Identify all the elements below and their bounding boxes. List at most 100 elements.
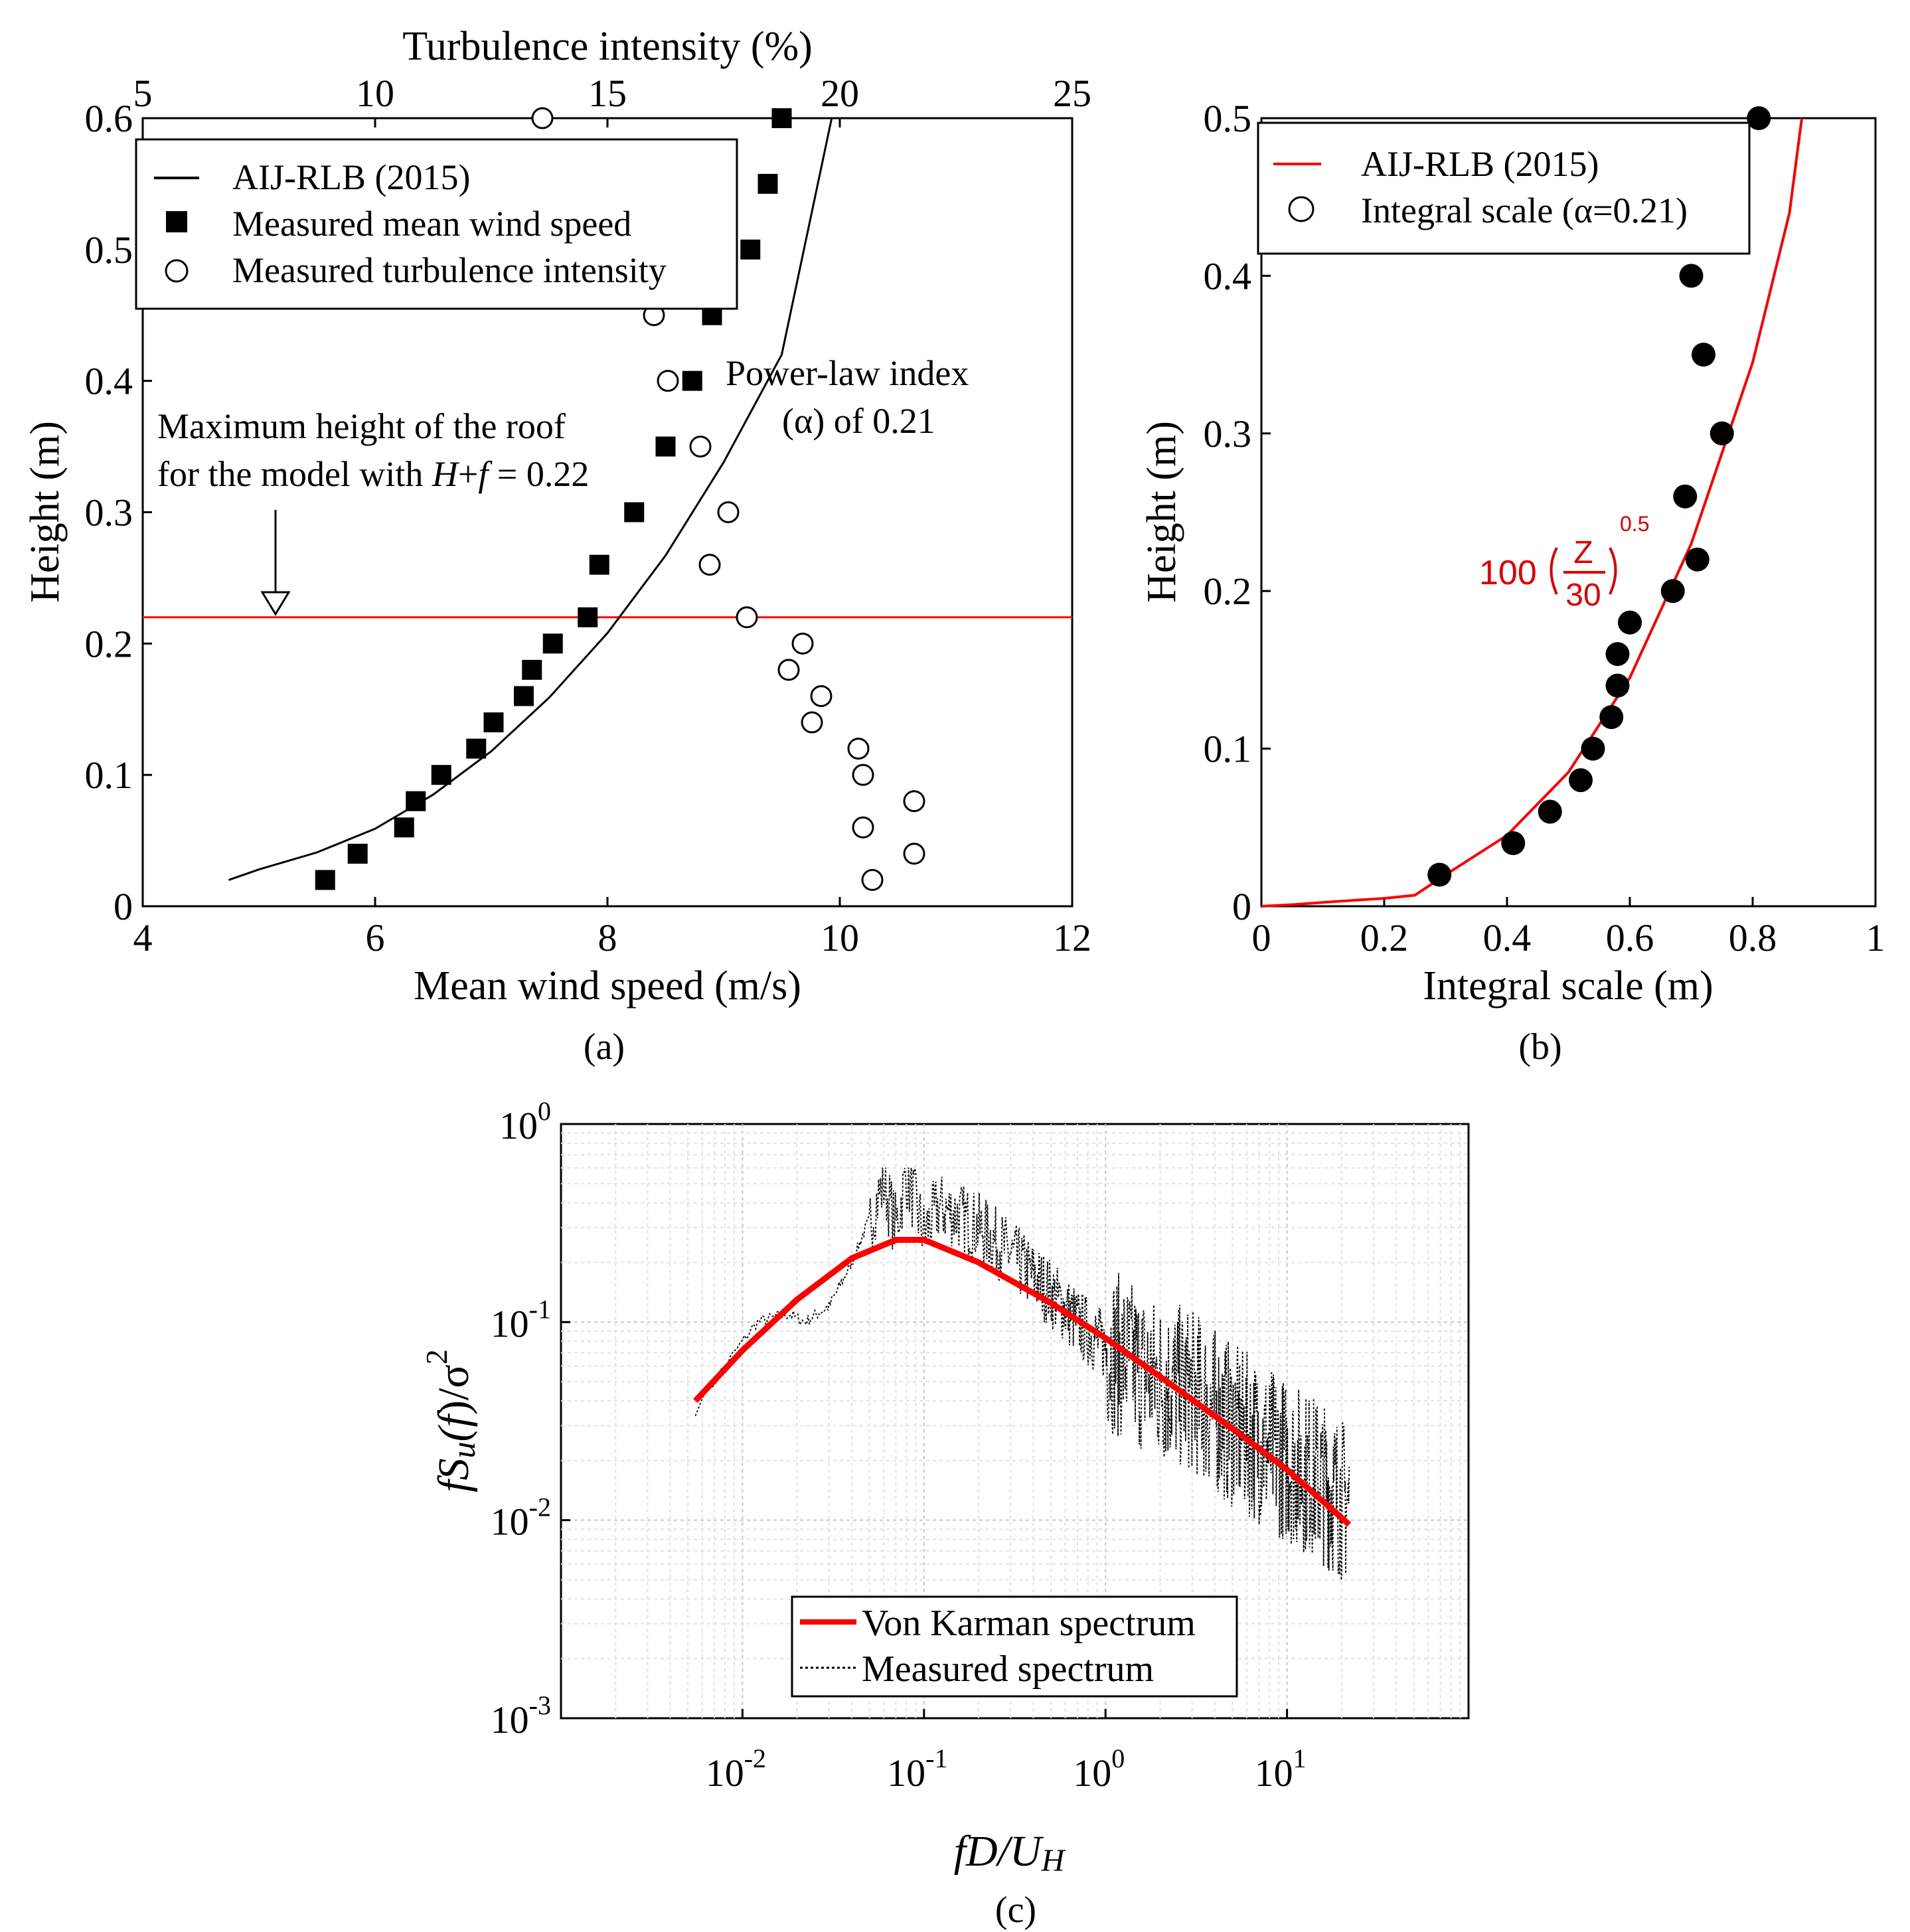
x-tick-base-c: 10 — [706, 1751, 744, 1795]
y-tick-label-c: 100 — [499, 1096, 551, 1147]
y-tick-exp-c: -3 — [529, 1690, 551, 1720]
legend-item-measured: Measured spectrum — [862, 1649, 1154, 1690]
turbulence-point — [903, 843, 925, 865]
turbulence-point — [852, 816, 874, 839]
mean-speed-point — [394, 817, 414, 838]
mean-speed-point — [347, 843, 368, 864]
von-karman-line — [693, 1237, 1352, 1527]
x-tick-label-b: 1 — [1866, 916, 1885, 959]
powerlaw-annotation-line1: Power-law index — [726, 353, 969, 393]
integral-scale-point — [1605, 642, 1630, 667]
y-tick-base-c: 10 — [491, 1500, 529, 1544]
turbulence-point — [717, 501, 740, 523]
formula-annotation: 100 Z 30 0.5 — [1479, 512, 1649, 613]
y-tick-label-c: 10-3 — [491, 1690, 551, 1741]
x2-tick-label-a: 20 — [821, 72, 859, 115]
mean-speed-point — [431, 765, 451, 785]
plot-frame-b — [1260, 117, 1877, 908]
y-tick-label-b: 0.4 — [1204, 254, 1252, 297]
x-axis-title-c: fD/UH — [954, 1827, 1066, 1878]
legend-box-b — [1257, 121, 1751, 255]
x-tick-label-a: 4 — [133, 916, 153, 959]
legend-b: AIJ-RLB (2015) Integral scale (α=0.21) — [1257, 121, 1751, 255]
mean-speed-point — [466, 738, 487, 759]
y-tick-label-a: 0.6 — [85, 97, 133, 140]
panel-label-c: (c) — [995, 1890, 1036, 1931]
mean-speed-point — [589, 554, 609, 575]
y-tick-exp-c: -2 — [529, 1492, 551, 1522]
x-tick-label-c: 101 — [1255, 1743, 1307, 1795]
roof-annotation-line1: Maximum height of the roof — [157, 406, 566, 446]
turbulence-point — [736, 606, 758, 629]
y-tick-label-b: 0.1 — [1204, 728, 1252, 771]
aij-profile-line — [228, 118, 833, 881]
mean-speed-point — [406, 791, 426, 811]
legend-item-mean-speed: Measured mean wind speed — [232, 204, 631, 244]
x-tick-base-c: 10 — [1073, 1751, 1111, 1795]
turbulence-point — [801, 711, 823, 734]
y-tick-label-b: 0.5 — [1204, 97, 1252, 140]
turbulence-point — [861, 868, 884, 891]
mean-speed-point — [483, 712, 504, 733]
integral-scale-point — [1692, 343, 1715, 367]
x-tick-label-b: 0.6 — [1606, 916, 1654, 959]
x2-axis-title-a: Turbulence intensity (%) — [402, 24, 813, 69]
mean-speed-point — [771, 108, 792, 128]
integral-scale-point — [1538, 799, 1562, 824]
formula-exponent: 0.5 — [1620, 512, 1649, 536]
legend-item-aij: AIJ-RLB (2015) — [232, 157, 470, 197]
y-tick-label-a: 0.5 — [85, 228, 133, 272]
x-tick-label-b: 0.2 — [1360, 916, 1409, 959]
y-axis-title-c: fSu(f)/σ2 — [420, 1349, 482, 1492]
legend-item-integral-scale: Integral scale (α=0.21) — [1361, 191, 1688, 230]
turbulence-point — [903, 790, 925, 813]
turbulence-point — [791, 632, 814, 655]
mean-speed-point — [740, 239, 761, 260]
mean-speed-point — [522, 659, 542, 680]
y-axis-title-b: Height (m) — [1139, 421, 1184, 603]
mean-speed-point — [542, 633, 563, 654]
legend-circle-swatch — [165, 259, 189, 283]
y-tick-label-a: 0.3 — [85, 491, 133, 534]
y-tick-exp-c: -1 — [529, 1294, 551, 1324]
formula-numerator: Z — [1573, 535, 1593, 570]
x2-tick-label-a: 10 — [356, 72, 394, 115]
integral-scale-point — [1501, 831, 1526, 856]
y-tick-label-a: 0.1 — [85, 754, 133, 797]
y-tick-label-b: 0 — [1232, 885, 1251, 928]
integral-scale-point — [1427, 862, 1452, 887]
integral-scale-point — [1710, 421, 1734, 445]
integral-scale-point — [1747, 106, 1771, 130]
y-tick-base-c: 10 — [491, 1302, 529, 1345]
x-tick-exp-c: -1 — [925, 1743, 947, 1773]
x-tick-label-a: 12 — [1053, 916, 1091, 959]
y-tick-exp-c: 0 — [538, 1096, 551, 1126]
x-axis-title-b: Integral scale (m) — [1423, 963, 1713, 1008]
panel-label-a: (a) — [584, 1026, 625, 1068]
formula-denominator: 30 — [1565, 578, 1601, 613]
x-tick-label-c: 100 — [1073, 1743, 1125, 1795]
x-tick-base-c: 10 — [887, 1751, 925, 1795]
turbulence-point — [852, 764, 874, 786]
mean-speed-point — [514, 686, 534, 706]
formula-left-paren — [1550, 547, 1558, 595]
mean-speed-point — [624, 502, 645, 523]
roof-arrow-head — [260, 591, 291, 616]
integral-scale-point — [1673, 484, 1698, 509]
y-tick-base-c: 10 — [491, 1698, 529, 1741]
x-axis-title-c-sub: /U — [995, 1827, 1044, 1876]
panel-b: 0 0.2 0.4 0.6 0.8 1 0 0.1 0.2 0.3 0.4 0.5 Integral … — [1139, 97, 1885, 1068]
mean-speed-point — [315, 870, 335, 890]
integral-scale-point — [1679, 264, 1704, 288]
legend-c: Von Karman spectrum Measured spectrum — [791, 1595, 1238, 1698]
x-tick-label-c: 10-2 — [706, 1743, 766, 1795]
x2-tick-label-a: 15 — [588, 72, 627, 115]
legend-square-swatch — [166, 211, 187, 232]
x-tick-label-b: 0.8 — [1729, 916, 1777, 959]
legend-item-turbulence: Measured turbulence intensity — [232, 250, 667, 290]
integral-scale-point — [1605, 673, 1630, 698]
y-tick-label-c: 10-1 — [491, 1294, 551, 1345]
legend-box-a — [135, 138, 738, 310]
turbulence-point — [810, 684, 833, 707]
